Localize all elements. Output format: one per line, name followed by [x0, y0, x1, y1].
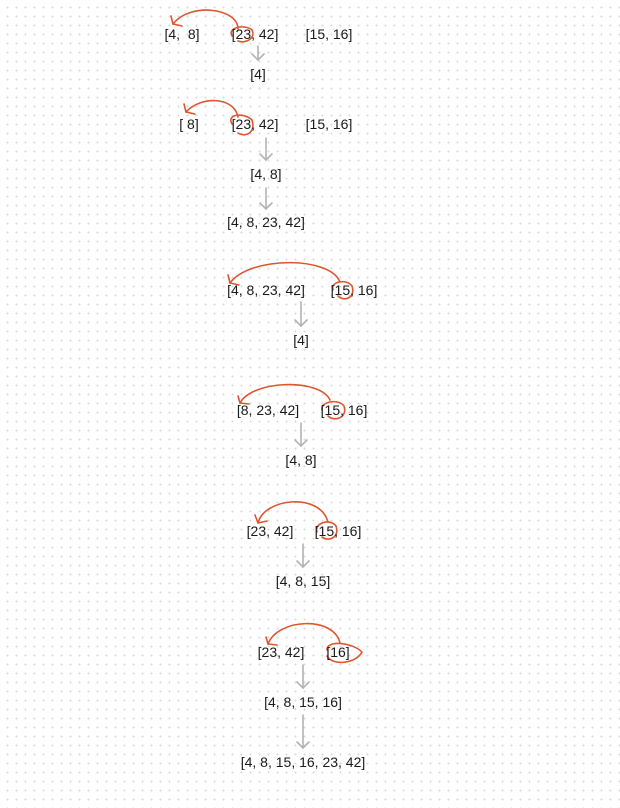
- annotation-strokes: [170, 9, 363, 664]
- gray-arrows: [251, 45, 310, 750]
- list-label: [23, 42]: [257, 644, 305, 660]
- list-label: [15, 16]: [305, 116, 353, 132]
- list-label: [23, 42]: [246, 523, 294, 539]
- move-arrow-step-6: [265, 622, 363, 664]
- list-label: [15, 16]: [330, 282, 378, 298]
- list-label: [15, 16]: [320, 402, 368, 418]
- list-label: [ 8]: [179, 116, 199, 132]
- list-label: [16]: [326, 644, 350, 660]
- merged-label: [4, 8, 23, 42]: [227, 214, 305, 230]
- output-label: [4]: [250, 66, 266, 82]
- list-label: [8, 23, 42]: [236, 402, 300, 418]
- down-arrow: [296, 714, 310, 750]
- move-arrow-step-4: [237, 383, 346, 420]
- list-label: [23, 42]: [231, 26, 279, 42]
- list-label: [15, 16]: [314, 523, 362, 539]
- output-label: [4, 8]: [250, 166, 282, 182]
- list-label: [4, 8, 23, 42]: [227, 282, 305, 298]
- output-label: [4, 8]: [285, 452, 317, 468]
- move-arrow-step-5: [254, 501, 338, 540]
- final-label: [4, 8, 15, 16, 23, 42]: [240, 754, 366, 770]
- down-arrow: [251, 45, 265, 62]
- down-arrow: [259, 187, 273, 211]
- list-label: [23, 42]: [231, 116, 279, 132]
- move-arrow-step-1: [170, 9, 254, 43]
- list-label: [4, 8]: [164, 26, 200, 42]
- list-label: [15, 16]: [305, 26, 353, 42]
- output-label: [4]: [293, 332, 309, 348]
- move-arrow-step-2: [183, 99, 254, 136]
- move-arrow-step-3: [227, 261, 354, 300]
- down-arrow: [296, 664, 310, 690]
- down-arrow: [259, 137, 273, 162]
- output-label: [4, 8, 15, 16]: [264, 694, 342, 710]
- down-arrow: [294, 301, 308, 328]
- down-arrow: [294, 422, 308, 448]
- down-arrow: [296, 543, 310, 569]
- output-label: [4, 8, 15]: [275, 573, 331, 589]
